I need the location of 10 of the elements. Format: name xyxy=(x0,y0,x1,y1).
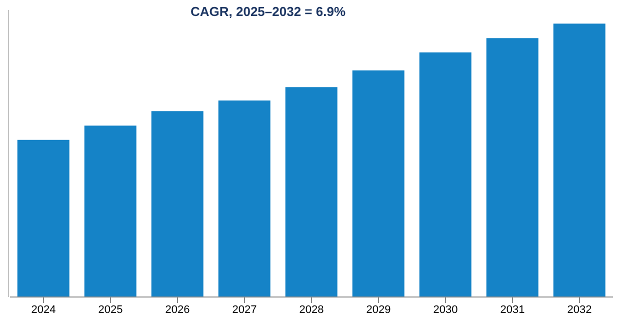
x-tick-label: 2030 xyxy=(433,304,458,316)
x-tick-label: 2028 xyxy=(299,304,324,316)
x-tick-label: 2025 xyxy=(98,304,123,316)
x-tick-label: 2029 xyxy=(366,304,391,316)
x-tick-label: 2024 xyxy=(31,304,56,316)
x-tick-label: 2032 xyxy=(567,304,592,316)
x-tick-label: 2026 xyxy=(165,304,190,316)
chart-title: CAGR, 2025–2032 = 6.9% xyxy=(189,4,347,19)
x-tick-label: 2031 xyxy=(500,304,525,316)
x-tick-label: 2027 xyxy=(232,304,257,316)
